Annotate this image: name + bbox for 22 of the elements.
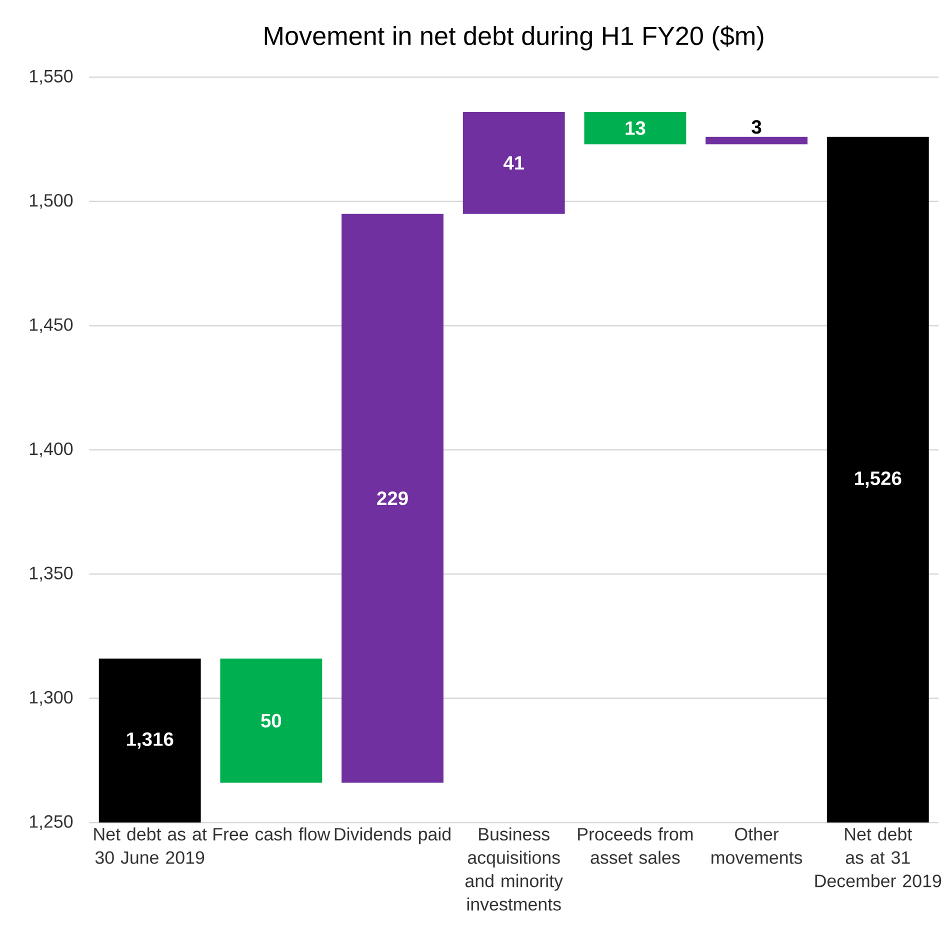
y-tick-label: 1,400: [30, 442, 73, 458]
data-label: 1,316: [126, 732, 174, 749]
x-tick-label: Business acquisitions and minority investments: [465, 828, 563, 911]
x-tick-label: Net debt as at 30 June 2019: [94, 828, 207, 864]
y-tick-label: 1,300: [30, 691, 73, 706]
data-label: 3: [752, 120, 762, 134]
x-tick-label: Proceeds from asset sales: [578, 828, 693, 864]
data-label: 41: [503, 156, 524, 170]
data-label: 229: [377, 492, 408, 506]
data-label: 1,526: [855, 472, 902, 488]
data-label: 50: [261, 714, 282, 728]
y-tick-label: 1,450: [30, 318, 73, 334]
chart-title: Movement in net debt during H1 FY20 ($m): [264, 26, 764, 51]
x-tick-label: Net debt as at 31 December 2019: [815, 828, 942, 888]
x-tick-label: Free cash flow: [214, 828, 330, 841]
y-tick-label: 1,550: [30, 70, 73, 85]
x-tick-label: Other movements: [712, 828, 802, 864]
y-tick-label: 1,250: [30, 815, 73, 830]
data-label: 13: [626, 121, 646, 136]
y-tick-label: 1,350: [30, 566, 73, 582]
y-tick-label: 1,500: [30, 194, 73, 209]
x-tick-label: Dividends paid: [334, 828, 450, 844]
